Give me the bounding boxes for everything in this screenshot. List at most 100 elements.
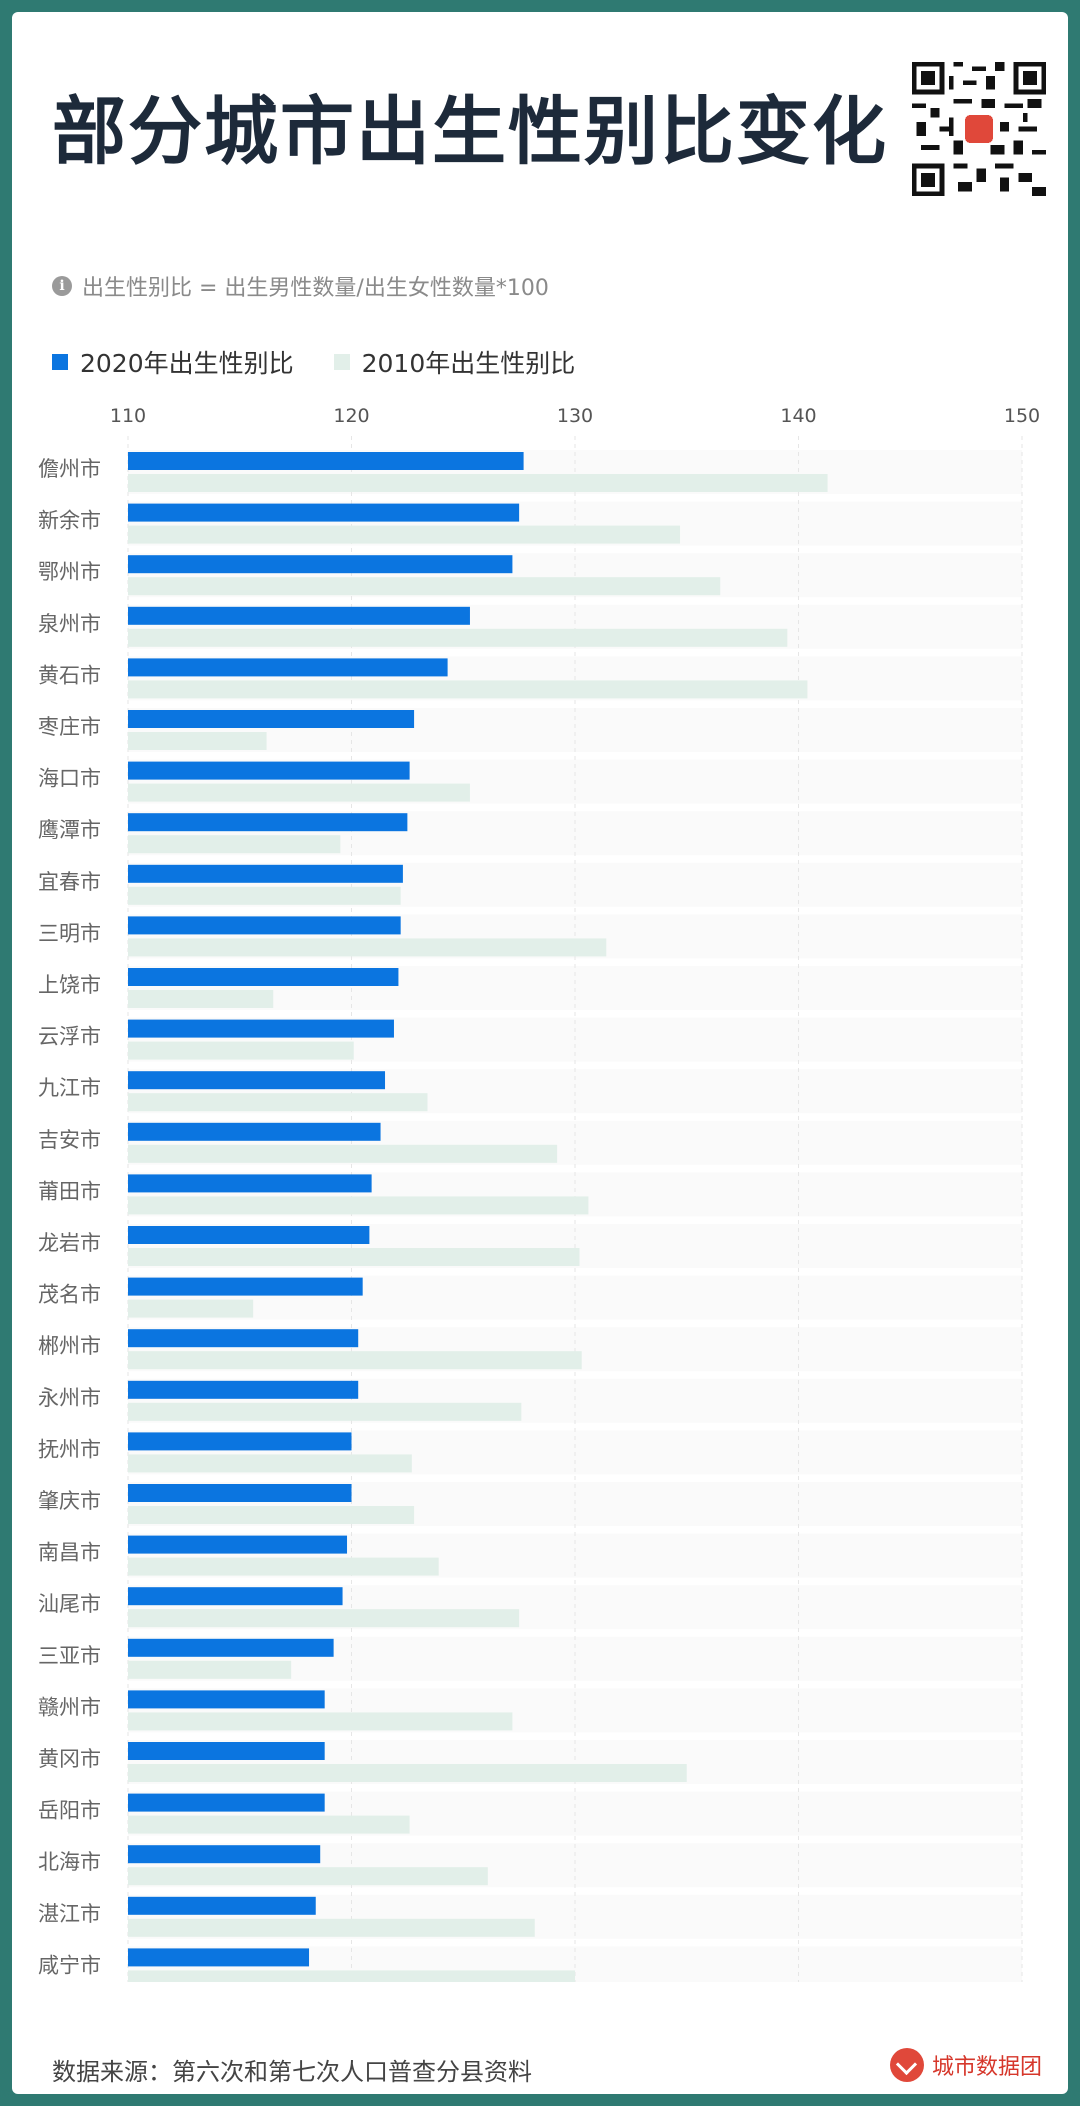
bar-2020	[128, 1174, 372, 1193]
bar-2010	[128, 1712, 513, 1731]
bar-2020	[128, 1638, 334, 1657]
bar-2010	[128, 1402, 522, 1421]
legend-label-2010: 2010年出生性别比	[361, 349, 576, 378]
city-label: 鄂州市	[38, 560, 101, 584]
city-label: 吉安市	[38, 1128, 101, 1152]
city-label: 郴州市	[38, 1334, 101, 1358]
bar-2010	[128, 1454, 412, 1473]
bar-2010	[128, 1970, 575, 1982]
x-tick-label: 140	[780, 405, 816, 427]
bar-2020	[128, 864, 403, 883]
bar-2010	[128, 1093, 428, 1112]
bar-2020	[128, 1948, 310, 1967]
city-label: 汕尾市	[38, 1592, 101, 1616]
bar-2020	[128, 1535, 348, 1554]
data-source: 数据来源：第六次和第七次人口普查分县资料	[52, 2058, 532, 2086]
bar-2020	[128, 1484, 352, 1502]
bar-2010	[128, 1351, 582, 1370]
formula-note: i 出生性别比 = 出生男性数量/出生女性数量*100	[52, 270, 549, 302]
bar-2020	[128, 1793, 325, 1812]
brand-logo-icon	[889, 2048, 924, 2082]
bar-2020	[128, 452, 524, 470]
bar-2020	[128, 1587, 343, 1606]
x-tick-label: 130	[557, 405, 593, 427]
bar-2010	[128, 1815, 410, 1834]
city-label: 龙岩市	[38, 1231, 101, 1255]
city-label: 赣州市	[38, 1695, 101, 1719]
city-label: 肇庆市	[38, 1489, 101, 1513]
city-label: 北海市	[38, 1850, 101, 1874]
bar-2010	[128, 1506, 415, 1524]
bar-2020	[128, 1122, 381, 1141]
bar-2010	[128, 1609, 520, 1628]
bar-2010	[128, 1299, 254, 1318]
bar-2010	[128, 680, 808, 699]
bar-2020	[128, 1277, 363, 1296]
city-label: 新余市	[38, 509, 101, 533]
city-label: 九江市	[38, 1076, 101, 1100]
legend: 2020年出生性别比 2010年出生性别比	[52, 344, 615, 380]
bar-2010	[128, 628, 788, 647]
bar-2010	[128, 577, 721, 596]
bar-2010	[128, 1764, 687, 1782]
bar-2020	[128, 555, 513, 574]
bar-2020	[128, 1380, 359, 1399]
bar-2010	[128, 938, 607, 957]
bar-2020	[128, 1845, 321, 1864]
bar-2020	[128, 968, 399, 986]
bar-2010	[128, 1557, 439, 1576]
city-label: 永州市	[38, 1386, 101, 1410]
bar-2010	[128, 835, 341, 854]
x-tick-label: 110	[110, 405, 146, 427]
city-label: 岳阳市	[38, 1799, 101, 1823]
bar-2010	[128, 474, 828, 492]
bar-2020	[128, 658, 448, 677]
legend-swatch-2010	[333, 354, 350, 370]
bar-2020	[128, 1742, 325, 1760]
formula-text: 出生性别比 = 出生男性数量/出生女性数量*100	[82, 276, 549, 301]
bar-2020	[128, 813, 408, 832]
city-label: 茂名市	[38, 1283, 101, 1307]
bar-2020	[128, 503, 520, 522]
bar-2020	[128, 1329, 359, 1348]
info-icon: i	[52, 276, 72, 296]
city-label: 上饶市	[38, 973, 101, 997]
city-label: 泉州市	[38, 612, 101, 636]
bar-2020	[128, 1432, 352, 1451]
bar-2010	[128, 1918, 535, 1937]
city-label: 莆田市	[38, 1179, 101, 1203]
bar-2010	[128, 1144, 558, 1163]
city-label: 黄石市	[38, 663, 101, 687]
x-tick-label: 150	[1004, 405, 1040, 427]
bar-2010	[128, 990, 274, 1008]
city-label: 咸宁市	[38, 1953, 101, 1977]
city-label: 湛江市	[38, 1902, 101, 1926]
bar-2010	[128, 886, 401, 905]
legend-item-2010: 2010年出生性别比	[333, 344, 576, 380]
bar-2020	[128, 1226, 370, 1244]
bar-2020	[128, 1690, 325, 1709]
legend-item-2020: 2020年出生性别比	[52, 344, 294, 380]
bar-2010	[128, 1248, 580, 1266]
bar-2010	[128, 1867, 488, 1886]
city-label: 三亚市	[38, 1644, 101, 1668]
brand-name: 城市数据团	[931, 2055, 1042, 2080]
bar-2020	[128, 1019, 394, 1038]
city-label: 宜春市	[38, 870, 101, 894]
bar-2020	[128, 1071, 386, 1090]
qr-code-icon	[912, 62, 1046, 196]
city-label: 云浮市	[38, 1025, 101, 1049]
bar-2010	[128, 1196, 589, 1215]
city-label: 三明市	[38, 921, 101, 945]
bar-2010	[128, 732, 267, 750]
page-title: 部分城市出生性别比变化	[52, 89, 888, 175]
city-label: 黄冈市	[38, 1747, 101, 1771]
legend-swatch-2020	[52, 354, 68, 370]
poster-frame: 部分城市出生性别比变化 i 出生性别比 = 出生男性数量/出生女性数量*100 …	[12, 12, 1068, 2094]
bar-2020	[128, 916, 401, 935]
bar-2010	[128, 525, 681, 544]
city-label: 枣庄市	[38, 715, 101, 739]
x-tick-label: 120	[333, 405, 369, 427]
city-label: 抚州市	[38, 1437, 101, 1461]
city-label: 儋州市	[38, 457, 101, 481]
